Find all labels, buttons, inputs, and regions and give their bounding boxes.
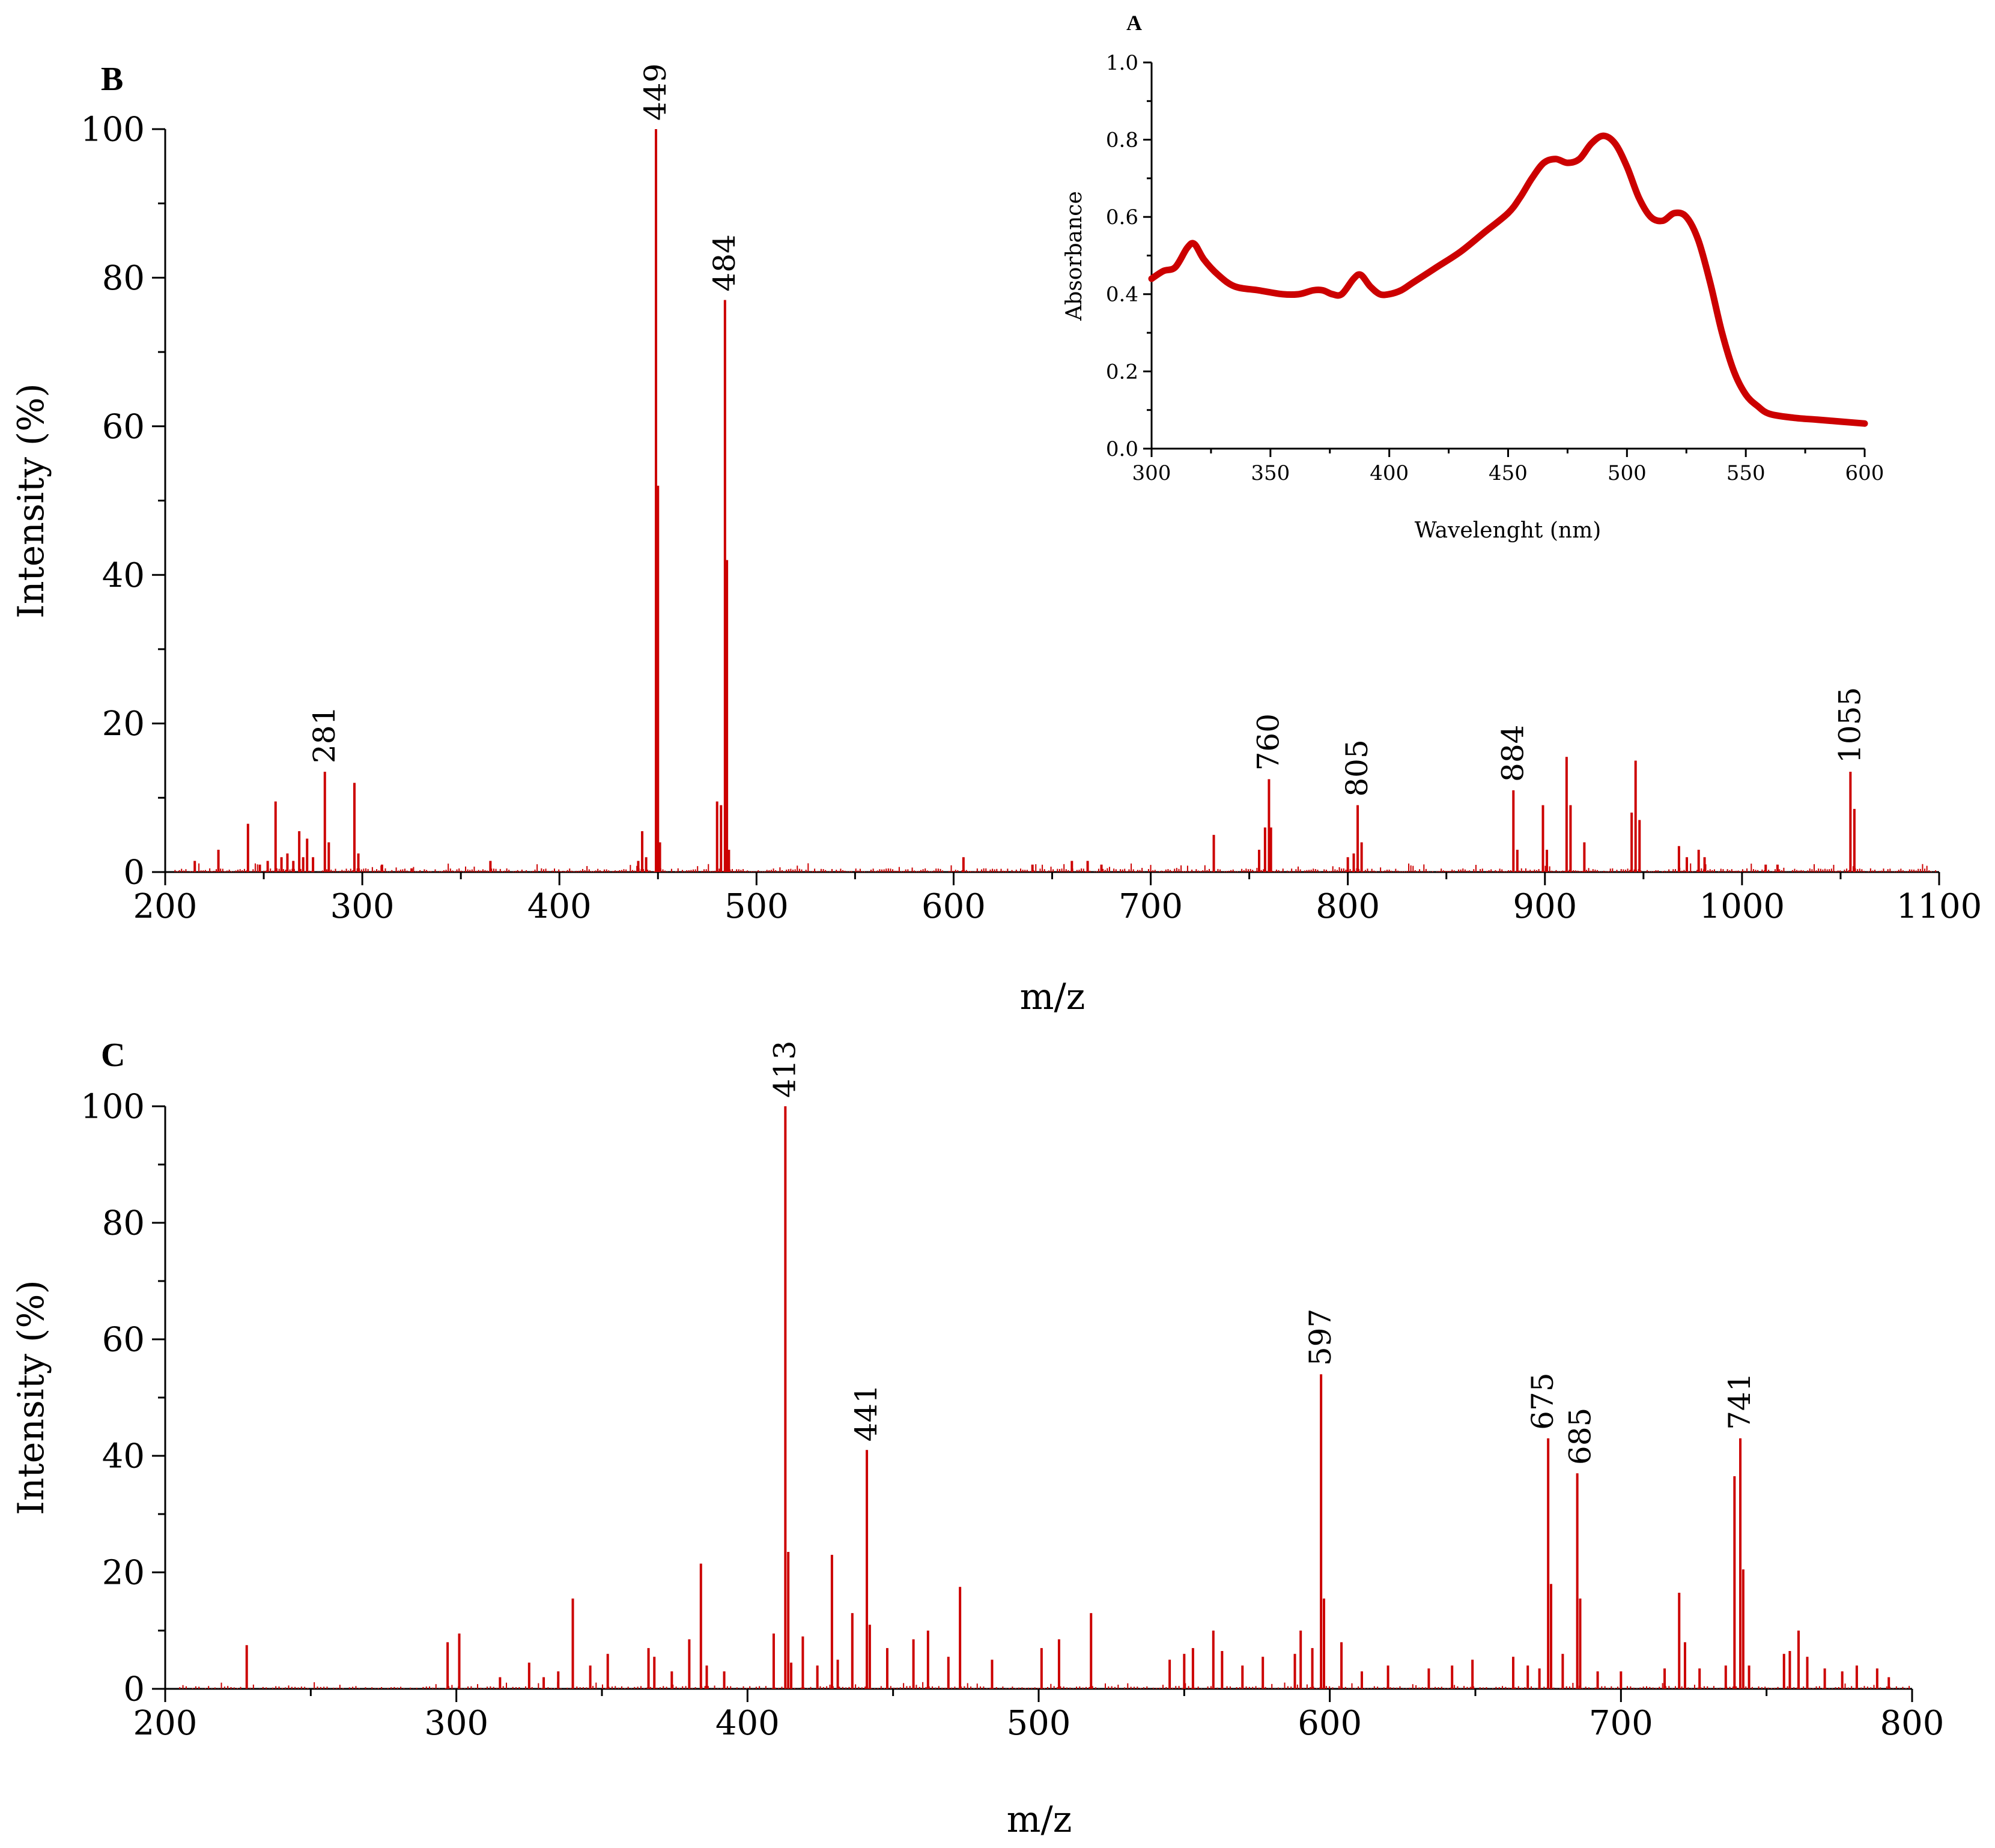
y-axis-title: Intensity (%) [10,1280,52,1515]
peak-label: 281 [307,706,342,763]
peak-label: 675 [1525,1372,1560,1429]
peak-label: 884 [1495,724,1530,781]
peak-label: 760 [1251,713,1286,771]
peak-label: 413 [767,1041,802,1098]
y-tick-label: 80 [102,259,145,298]
y-tick-label: 80 [102,1204,145,1243]
x-tick-label: 300 [1132,461,1171,485]
x-tick-label: 200 [133,1704,198,1743]
absorbance-line [1148,132,1868,427]
peak-label: 1055 [1832,687,1867,763]
x-tick-label: 550 [1726,461,1766,485]
x-tick-label: 700 [1119,887,1183,926]
y-tick-label: 0.8 [1106,129,1138,153]
x-tick-label: 400 [527,887,592,926]
y-tick-label: 20 [102,704,145,744]
y-axis-title: Intensity (%) [10,383,52,619]
peak-label: 449 [638,64,673,121]
y-tick-label: 1.0 [1106,51,1138,75]
x-axis-title: Wavelenght (nm) [1415,518,1602,543]
y-tick-label: 20 [102,1554,145,1593]
peak-label: 597 [1303,1309,1338,1366]
panel-letter-b: B [101,61,123,98]
y-tick-label: 0.0 [1106,437,1138,461]
x-tick-label: 500 [1608,461,1647,485]
peaks [245,1106,1890,1689]
peak-label: 741 [1722,1372,1757,1429]
y-tick-label: 40 [102,1437,145,1476]
x-tick-label: 600 [922,887,986,926]
panel-letter-a: A [1126,11,1142,35]
x-axis-title: m/z [1007,1799,1072,1841]
y-tick-label: 0 [123,853,145,892]
x-tick-label: 900 [1513,887,1577,926]
x-tick-label: 600 [1298,1704,1362,1743]
y-tick-label: 60 [102,407,145,446]
x-tick-label: 1100 [1896,887,1982,926]
panel-b-ms-spectrum: B 200 300 400 500 600 700 800 900 1000 1100 0 20 40 60… [10,61,1982,1018]
y-tick-label: 0 [123,1670,145,1709]
x-tick-label: 300 [424,1704,488,1743]
panel-a-absorbance-inset: A 300 350 400 450 500 550 600 0.0 0.2 0.4 0.6 0.8 1.0… [1062,11,1884,543]
x-tick-label: 450 [1489,461,1528,485]
x-tick-label: 350 [1251,461,1290,485]
x-tick-label: 800 [1880,1704,1945,1743]
y-tick-label: 100 [80,1088,145,1127]
panel-c-ms-spectrum: C 200 300 400 500 600 700 800 0 20 40 60 80 100 m/z Int… [10,1037,1944,1841]
y-tick-label: 100 [80,111,145,150]
panel-letter-c: C [101,1037,125,1074]
x-tick-label: 600 [1845,461,1884,485]
x-tick-label: 500 [724,887,789,926]
x-tick-label: 200 [133,887,198,926]
x-tick-label: 500 [1007,1704,1071,1743]
x-axis-title: m/z [1020,976,1086,1018]
y-tick-label: 0.4 [1106,283,1138,307]
peaks [193,129,1856,872]
y-tick-label: 0.6 [1106,205,1138,229]
x-tick-label: 800 [1316,887,1380,926]
x-tick-label: 400 [715,1704,780,1743]
x-tick-label: 300 [330,887,395,926]
y-tick-label: 60 [102,1321,145,1360]
baseline-noise [174,863,1939,872]
y-axis-title: Absorbance [1062,191,1087,321]
baseline-noise [179,1682,1910,1689]
x-tick-label: 700 [1589,1704,1653,1743]
peak-label: 805 [1340,739,1374,796]
x-tick-label: 400 [1370,461,1409,485]
x-tick-label: 1000 [1699,887,1785,926]
peak-label: 484 [707,234,742,291]
peak-label: 685 [1563,1408,1598,1465]
y-tick-label: 40 [102,556,145,595]
peak-label: 441 [849,1384,884,1441]
y-tick-label: 0.2 [1106,360,1138,384]
